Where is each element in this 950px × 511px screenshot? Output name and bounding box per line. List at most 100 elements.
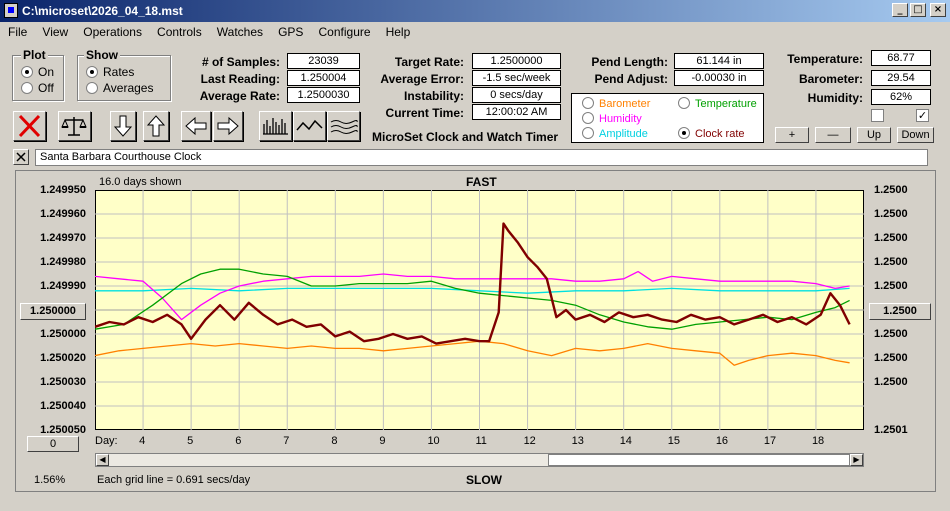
legend-temperature-label: Temperature (695, 98, 757, 110)
radio-dot[interactable] (21, 66, 33, 78)
legend-barometer[interactable]: Barometer (582, 97, 650, 110)
clear-clock-button[interactable] (13, 149, 29, 165)
rate-chart (95, 190, 864, 430)
menu-view[interactable]: View (42, 25, 69, 39)
x-tick: 14 (619, 435, 632, 447)
zoom-percent: 1.56% (34, 474, 66, 486)
radio-dot[interactable] (582, 127, 594, 139)
legend-clock-rate[interactable]: Clock rate (678, 127, 745, 140)
right-checkbox[interactable]: ✓ (916, 109, 929, 122)
scale-plus-button[interactable]: + (775, 127, 809, 143)
arrow-up-button[interactable] (143, 111, 169, 141)
chart-scrollbar[interactable]: ◀ ▶ (95, 453, 864, 467)
day-axis-label: Day: (95, 435, 118, 447)
y-tick-left: 1.250050 (40, 424, 86, 436)
y-tick-left: 1.250020 (40, 352, 86, 364)
average-rate-label: Average Rate: (199, 89, 280, 103)
arrow-down-button[interactable] (110, 111, 136, 141)
pend-adjust-label: Pend Adjust: (594, 72, 668, 86)
menu-operations[interactable]: Operations (83, 25, 142, 39)
menu-file[interactable]: File (8, 25, 28, 39)
target-rate-label: Target Rate: (394, 55, 464, 69)
arrow-up-icon (146, 115, 166, 137)
wave-graph-icon (330, 120, 358, 134)
bar-graph-icon (263, 118, 288, 135)
legend-amplitude-label: Amplitude (599, 128, 648, 140)
y-tick-left: 1.249970 (40, 232, 86, 244)
days-shown: 16.0 days shown (99, 176, 182, 188)
pend-length-value[interactable]: 61.144 in (674, 53, 764, 69)
show-rates-radio[interactable]: Rates (86, 65, 134, 79)
arrow-right-button[interactable] (213, 111, 243, 141)
x-tick: 7 (283, 435, 290, 447)
series-barometer (95, 340, 850, 366)
close-window-button[interactable]: × (930, 3, 946, 17)
plot-on-radio[interactable]: On (21, 65, 54, 79)
show-averages-radio[interactable]: Averages (86, 81, 153, 95)
scale-up-button[interactable]: Up (857, 127, 891, 143)
radio-dot[interactable] (582, 112, 594, 124)
instability-value: 0 secs/day (472, 87, 561, 103)
last-reading-value: 1.250004 (287, 70, 360, 86)
scroll-thumb[interactable] (548, 454, 850, 466)
plot-group: Plot On Off (12, 48, 64, 101)
scale-minus-button[interactable]: — (815, 127, 851, 143)
slow-label: SLOW (466, 473, 502, 487)
bottom-left-button[interactable]: 0 (27, 436, 79, 452)
clock-name-input[interactable]: Santa Barbara Courthouse Clock (35, 149, 928, 166)
center-right-button[interactable]: 1.2500 (869, 303, 931, 320)
red-x-icon (18, 114, 41, 138)
minimize-button[interactable]: _ (892, 3, 908, 17)
y-tick-left: 1.250030 (40, 376, 86, 388)
radio-dot[interactable] (678, 127, 690, 139)
y-tick-right: 1.2500 (874, 184, 908, 196)
samples-label: # of Samples: (201, 55, 280, 69)
radio-dot[interactable] (21, 82, 33, 94)
current-time-label: Current Time: (385, 106, 464, 120)
left-checkbox[interactable] (871, 109, 884, 122)
legend-temperature[interactable]: Temperature (678, 97, 757, 110)
series-clock-rate (95, 222, 851, 345)
samples-value: 23039 (287, 53, 360, 69)
balance-button[interactable] (58, 111, 91, 141)
line-graph-button[interactable] (293, 111, 326, 141)
y-tick-left: 1.249980 (40, 256, 86, 268)
center-left-button[interactable]: 1.250000 (20, 303, 86, 320)
scale-down-button[interactable]: Down (897, 127, 934, 143)
wave-graph-button[interactable] (327, 111, 360, 141)
maximize-button[interactable]: □ (910, 3, 926, 17)
x-tick: 10 (427, 435, 440, 447)
pend-length-label: Pend Length: (591, 55, 668, 69)
humidity-value: 62% (871, 89, 931, 105)
x-tick: 16 (715, 435, 729, 447)
last-reading-label: Last Reading: (200, 72, 280, 86)
menu-watches[interactable]: Watches (216, 25, 264, 39)
plot-off-label: Off (38, 81, 54, 95)
y-tick-right: 1.2500 (874, 256, 908, 268)
radio-dot[interactable] (86, 82, 98, 94)
average-error-value: -1.5 sec/week (472, 70, 561, 86)
x-tick: 9 (379, 435, 386, 447)
scroll-right-arrow[interactable]: ▶ (850, 454, 863, 466)
radio-dot[interactable] (678, 97, 690, 109)
scroll-left-arrow[interactable]: ◀ (96, 454, 109, 466)
reset-button[interactable] (13, 111, 46, 141)
radio-dot[interactable] (86, 66, 98, 78)
x-tick: 13 (571, 435, 584, 447)
title-bar: C:\microset\2026_04_18.mst _ □ × (0, 0, 950, 22)
radio-dot[interactable] (582, 97, 594, 109)
pend-adjust-value: -0.00030 in (674, 70, 764, 86)
humidity-label: Humidity: (807, 91, 863, 105)
arrow-left-button[interactable] (181, 111, 211, 141)
menu-controls[interactable]: Controls (157, 25, 202, 39)
menu-help[interactable]: Help (385, 25, 411, 39)
bar-graph-button[interactable] (259, 111, 292, 141)
plot-off-radio[interactable]: Off (21, 81, 54, 95)
y-tick-right: 1.2501 (874, 424, 908, 436)
menu-gps[interactable]: GPS (278, 25, 304, 39)
arrow-left-icon (185, 116, 207, 136)
target-rate-value[interactable]: 1.2500000 (472, 53, 561, 69)
legend-humidity[interactable]: Humidity (582, 112, 642, 125)
legend-amplitude[interactable]: Amplitude (582, 127, 648, 140)
menu-configure[interactable]: Configure (318, 25, 371, 39)
